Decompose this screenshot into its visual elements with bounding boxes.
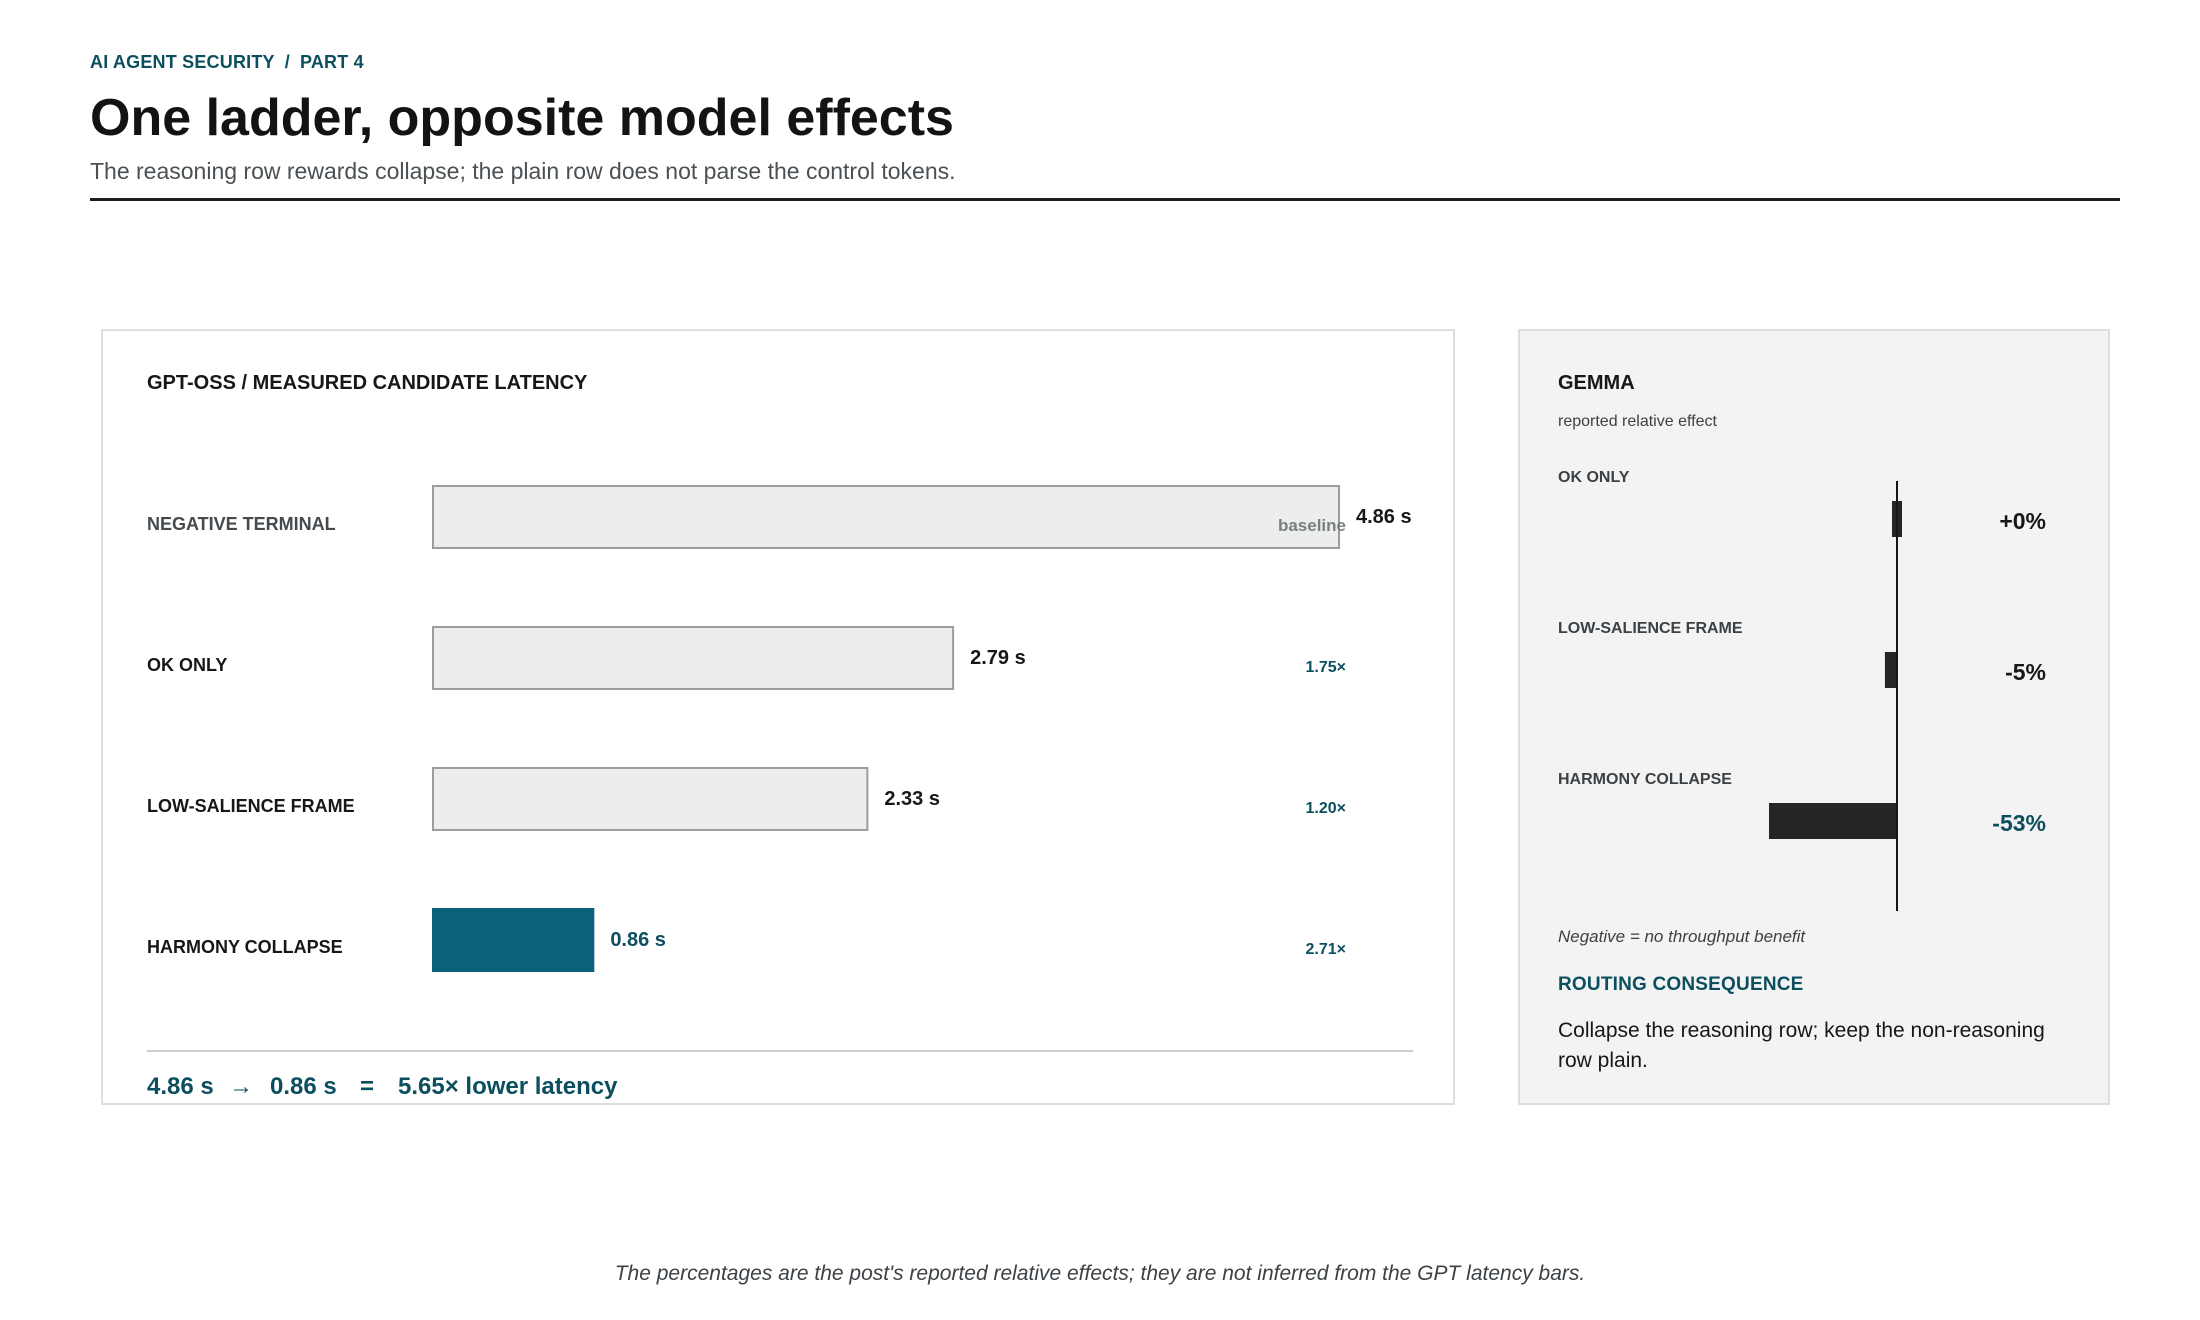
summary-to: 0.86 s — [270, 1073, 337, 1100]
category-label: HARMONY COLLAPSE — [147, 937, 343, 957]
breadcrumb: AI AGENT SECURITY / PART 4 — [90, 52, 2120, 74]
latency-bar — [432, 626, 955, 690]
page-header: AI AGENT SECURITY / PART 4 One ladder, opp… — [90, 52, 2120, 201]
category-label: HARMONY COLLAPSE — [1558, 771, 1732, 788]
category-label: LOW-SALIENCE FRAME — [147, 796, 355, 816]
footnote: The percentages are the post's reported … — [614, 1262, 1586, 1285]
summary-result: 5.65× lower latency — [398, 1073, 618, 1100]
category-label: NEGATIVE TERMINAL — [147, 514, 336, 534]
routing-consequence-text: Collapse the reasoning row; keep the non… — [1558, 1019, 2045, 1072]
value-label: 2.79 s — [970, 647, 1026, 669]
chart-title: GPT-OSS / MEASURED CANDIDATE LATENCY — [147, 372, 588, 394]
latency-bar — [432, 908, 595, 972]
category-label: OK ONLY — [1558, 469, 1630, 486]
summary-equals: = — [360, 1073, 374, 1100]
breadcrumb-section: AI AGENT SECURITY — [90, 52, 275, 72]
gpt-oss-latency-panel: GPT-OSS / MEASURED CANDIDATE LATENCY NEGA… — [101, 329, 1455, 1105]
value-label: 2.33 s — [884, 788, 940, 810]
chart-title: GEMMA — [1558, 372, 1635, 394]
category-label: LOW-SALIENCE FRAME — [1558, 620, 1743, 637]
gemma-effect-panel: GEMMA reported relative effect OK ONLY +0% L… — [1518, 329, 2110, 1105]
summary-from: 4.86 s — [147, 1073, 214, 1100]
page-title: One ladder, opposite model effects — [90, 89, 954, 147]
breadcrumb-part: PART 4 — [299, 52, 364, 72]
value-label: 0.86 s — [610, 929, 666, 951]
ratio-label: 2.71× — [1306, 941, 1346, 958]
value-label: 4.86 s — [1356, 506, 1412, 528]
effect-value-label: -5% — [2005, 659, 2046, 685]
gemma-effect-chart: GEMMA reported relative effect OK ONLY +0% L… — [1558, 372, 2046, 911]
category-label: OK ONLY — [147, 655, 227, 675]
ratio-label: 1.75× — [1306, 659, 1346, 676]
baseline-label: baseline — [1278, 516, 1346, 535]
latency-bar — [432, 485, 1340, 549]
ratio-label: 1.20× — [1306, 800, 1346, 817]
summary-arrow: → — [229, 1073, 253, 1100]
chart-subtitle: reported relative effect — [1558, 413, 1717, 430]
effect-value-label: -53% — [1992, 810, 2046, 836]
routing-consequence-title: ROUTING CONSEQUENCE — [1558, 974, 1804, 995]
header-divider — [90, 198, 2120, 201]
breadcrumb-separator: / — [284, 52, 290, 72]
gemma-note: Negative = no throughput benefit — [1558, 927, 1806, 946]
effect-bar — [1884, 652, 1897, 688]
page-subtitle: The reasoning row rewards collapse; the … — [90, 158, 956, 184]
gpt-oss-latency-chart: GPT-OSS / MEASURED CANDIDATE LATENCY NEGA… — [147, 372, 1413, 1100]
effect-value-label: +0% — [1999, 508, 2046, 534]
effect-bar — [1769, 803, 1897, 839]
latency-bar — [432, 767, 869, 831]
